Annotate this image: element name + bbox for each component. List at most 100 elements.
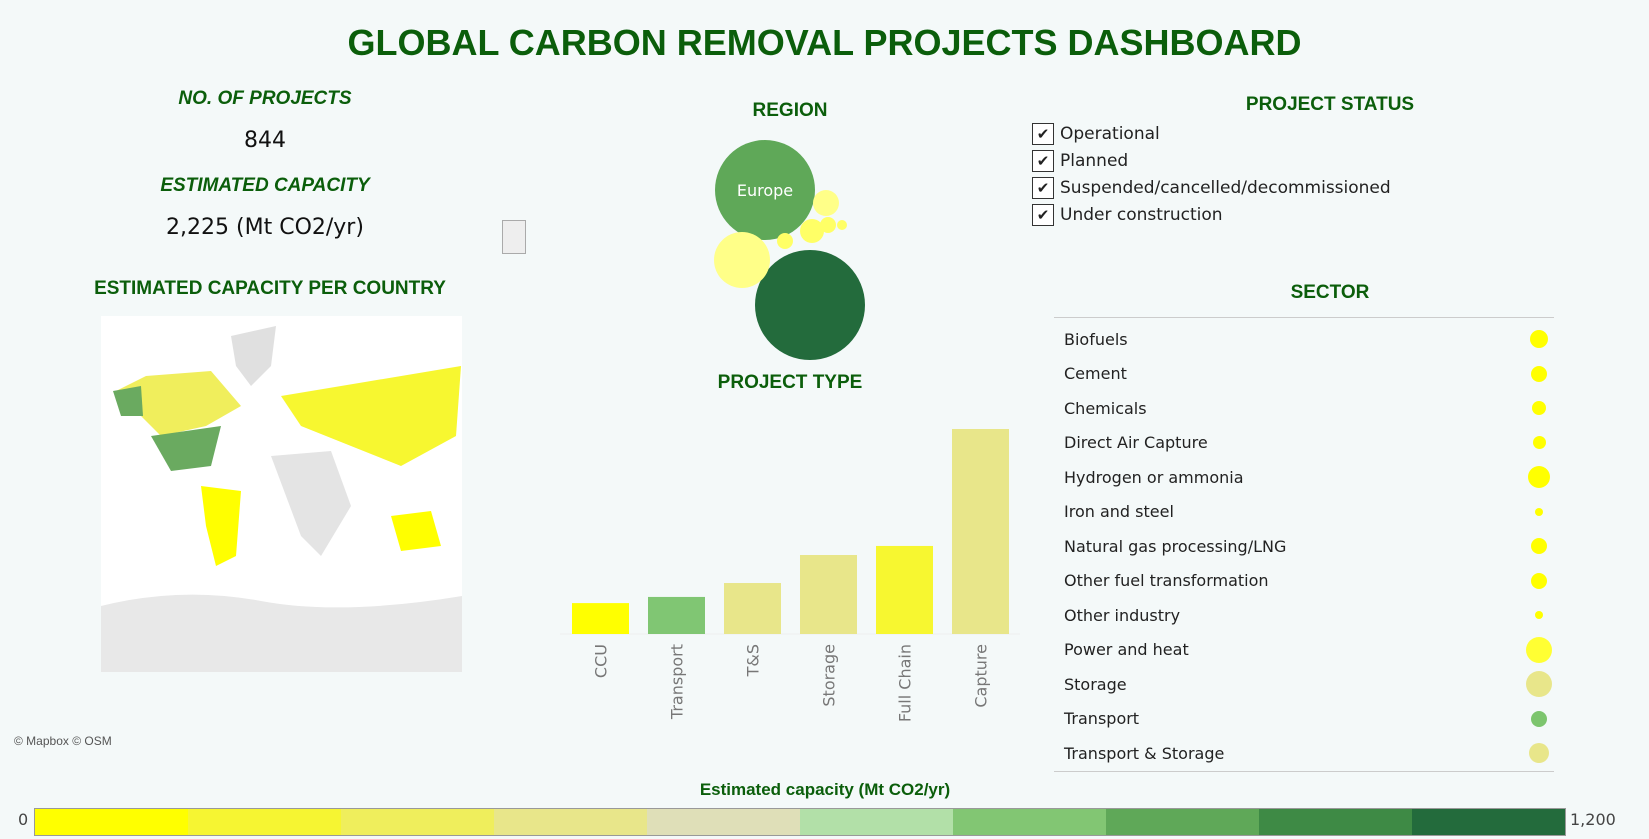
color-legend-step xyxy=(341,809,494,835)
color-legend-step xyxy=(1412,809,1565,835)
dashboard-title: GLOBAL CARBON REMOVAL PROJECTS DASHBOARD xyxy=(347,22,1302,63)
sector-bubble xyxy=(1531,365,1547,382)
sector-item[interactable]: Cement xyxy=(1054,357,1554,392)
alaska-shape xyxy=(113,386,143,416)
sector-item[interactable]: Chemicals xyxy=(1054,391,1554,426)
color-legend-title: Estimated capacity (Mt CO2/yr) xyxy=(699,780,951,799)
region-bubble xyxy=(813,190,839,216)
bar-capture[interactable] xyxy=(952,429,1009,634)
bar-storage[interactable] xyxy=(800,555,857,634)
antarctica-shape xyxy=(101,594,462,672)
sector-label: Natural gas processing/LNG xyxy=(1064,536,1287,556)
color-legend-step xyxy=(647,809,800,835)
checkbox-checked-icon[interactable]: ✔ xyxy=(1032,122,1054,145)
sector-item[interactable]: Storage xyxy=(1054,667,1554,702)
capacity-value: 2,225 (Mt CO2/yr) xyxy=(166,215,364,240)
status-option-label: Planned xyxy=(1060,150,1129,171)
sector-title: SECTOR xyxy=(1290,282,1370,303)
region-title: REGION xyxy=(752,100,828,121)
sector-label: Transport xyxy=(1064,709,1140,729)
sector-bubble xyxy=(1530,330,1548,349)
region-bubble xyxy=(755,250,865,360)
sector-bubble xyxy=(1531,538,1547,555)
canada-shape xyxy=(116,371,241,436)
sector-item[interactable]: Other industry xyxy=(1054,598,1554,633)
sector-item[interactable]: Iron and steel xyxy=(1054,495,1554,530)
color-legend-step xyxy=(35,809,188,835)
checkbox-checked-icon[interactable]: ✔ xyxy=(1032,203,1054,226)
status-option[interactable]: ✔ Planned xyxy=(1032,147,1391,174)
status-option-label: Under construction xyxy=(1060,204,1223,225)
color-legend-step xyxy=(1106,809,1259,835)
status-title: PROJECT STATUS xyxy=(1245,94,1415,115)
color-legend-step xyxy=(494,809,647,835)
sector-label: Other fuel transformation xyxy=(1064,571,1269,591)
capacity-label: ESTIMATED CAPACITY xyxy=(160,175,370,196)
region-bubble-europe xyxy=(715,140,815,240)
sector-item[interactable]: Transport & Storage xyxy=(1054,736,1554,771)
sector-label: Chemicals xyxy=(1064,398,1147,418)
checkbox-checked-icon[interactable]: ✔ xyxy=(1032,176,1054,199)
color-legend-bar xyxy=(34,808,1566,836)
sector-label: Storage xyxy=(1064,674,1127,694)
x-tick-label: T&S xyxy=(744,644,763,677)
sector-bubble xyxy=(1535,507,1543,516)
projects-value: 844 xyxy=(244,128,286,153)
sector-item[interactable]: Hydrogen or ammonia xyxy=(1054,460,1554,495)
eurasia-shape xyxy=(281,366,461,466)
status-option-label: Operational xyxy=(1060,123,1160,144)
sector-label: Biofuels xyxy=(1064,329,1128,349)
x-tick-label: Capture xyxy=(972,644,991,708)
sector-label: Iron and steel xyxy=(1064,502,1174,522)
usa-shape xyxy=(151,426,221,471)
status-option[interactable]: ✔ Operational xyxy=(1032,120,1391,147)
sector-bubble xyxy=(1528,466,1550,489)
x-tick-label: Transport xyxy=(668,644,687,720)
sector-list: Biofuels Cement Chemicals Direct Air Captur… xyxy=(1054,317,1554,772)
south-america-shape xyxy=(201,486,241,566)
project-type-title: PROJECT TYPE xyxy=(717,372,863,393)
x-tick-label: Full Chain xyxy=(896,644,915,722)
status-option[interactable]: ✔ Suspended/cancelled/decommissioned xyxy=(1032,174,1391,201)
region-bubble xyxy=(820,217,836,233)
x-tick-label: Storage xyxy=(820,644,839,707)
sector-bubble xyxy=(1526,636,1552,663)
sector-item[interactable]: Other fuel transformation xyxy=(1054,564,1554,599)
map-title: ESTIMATED CAPACITY PER COUNTRY xyxy=(94,278,446,299)
x-tick-label: CCU xyxy=(592,644,611,678)
sector-label: Transport & Storage xyxy=(1064,743,1225,763)
region-bubble xyxy=(837,220,847,230)
map-attribution: © Mapbox © OSM xyxy=(14,734,112,748)
greenland-shape xyxy=(231,326,276,386)
region-bubble xyxy=(800,219,824,243)
sector-label: Cement xyxy=(1064,364,1127,384)
sector-bubble xyxy=(1531,710,1547,727)
sector-item[interactable]: Transport xyxy=(1054,702,1554,737)
region-bubble xyxy=(714,232,770,288)
sector-bubble xyxy=(1526,671,1552,698)
sector-item[interactable]: Power and heat xyxy=(1054,633,1554,668)
sector-item[interactable]: Direct Air Capture xyxy=(1054,426,1554,461)
color-legend-step xyxy=(800,809,953,835)
sector-item[interactable]: Natural gas processing/LNG xyxy=(1054,529,1554,564)
status-option[interactable]: ✔ Under construction xyxy=(1032,201,1391,228)
project-type-bar-chart: CCU Transport T&S Storage Full Chain Capture xyxy=(560,429,1020,722)
world-map[interactable] xyxy=(101,316,462,672)
sector-bubble xyxy=(1529,743,1549,764)
bar-t-s[interactable] xyxy=(724,583,781,634)
sector-item[interactable]: Biofuels xyxy=(1054,322,1554,357)
bar-full-chain[interactable] xyxy=(876,545,933,634)
status-option-label: Suspended/cancelled/decommissioned xyxy=(1060,177,1391,198)
color-legend-max: 1,200 xyxy=(1570,810,1616,829)
sector-label: Other industry xyxy=(1064,605,1181,625)
bar-ccu[interactable] xyxy=(572,603,629,634)
sector-label: Hydrogen or ammonia xyxy=(1064,467,1244,487)
filter-toggle-button[interactable] xyxy=(502,220,526,254)
color-legend-step xyxy=(188,809,341,835)
sector-label: Power and heat xyxy=(1064,640,1189,660)
checkbox-checked-icon[interactable]: ✔ xyxy=(1032,149,1054,172)
bar-transport[interactable] xyxy=(648,596,705,634)
africa-shape xyxy=(271,451,351,556)
projects-label: NO. OF PROJECTS xyxy=(178,88,352,109)
region-bubble xyxy=(777,233,793,249)
